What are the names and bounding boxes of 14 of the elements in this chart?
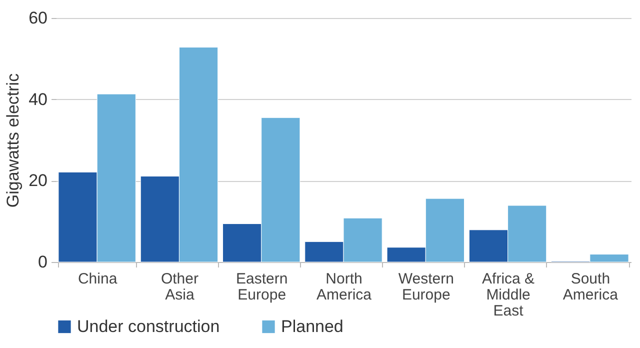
- y-axis-title: Gigawatts electric: [4, 72, 23, 208]
- x-tick-label: Other Asia: [160, 270, 198, 304]
- legend-label: Planned: [281, 316, 344, 336]
- x-tick-label: North America: [316, 270, 372, 304]
- x-tick-label: South America: [562, 270, 619, 304]
- x-tick-label: Western Europe: [398, 270, 454, 304]
- x-tick-label: China: [78, 270, 118, 288]
- x-tick-label: Africa & Middle East: [482, 270, 535, 320]
- y-tick-label: 20: [28, 171, 48, 190]
- y-tick-label: 60: [28, 8, 48, 28]
- legend-label: Under construction: [77, 316, 220, 336]
- y-tick-label: 0: [38, 252, 48, 272]
- y-tick-label: 40: [28, 90, 48, 109]
- x-tick-label: Eastern Europe: [236, 270, 288, 304]
